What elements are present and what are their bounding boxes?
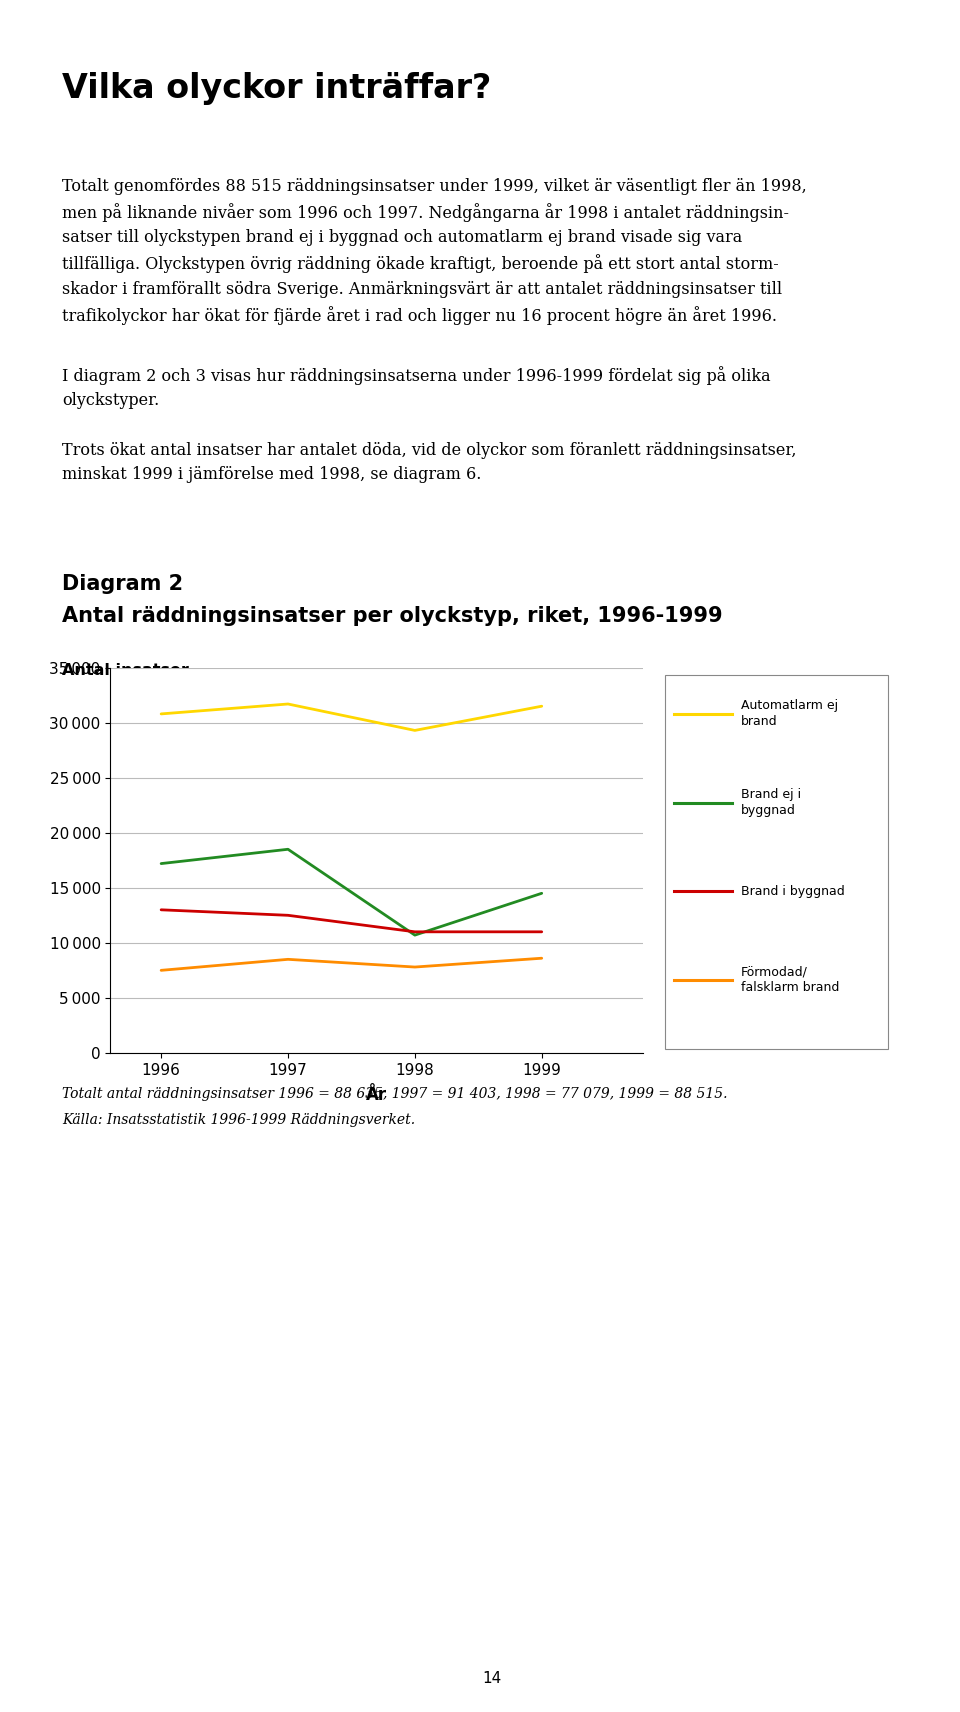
Text: Trots ökat antal insatser har antalet döda, vid de olyckor som föranlett räddnin: Trots ökat antal insatser har antalet dö…	[62, 442, 797, 483]
Text: Diagram 2: Diagram 2	[62, 574, 183, 594]
Text: Källa: Insatsstatistik 1996-1999 Räddningsverket.: Källa: Insatsstatistik 1996-1999 Räddnin…	[62, 1113, 416, 1126]
Text: Brand i byggnad: Brand i byggnad	[741, 885, 845, 897]
Text: Brand ej i
byggnad: Brand ej i byggnad	[741, 788, 801, 817]
Text: Förmodad/
falsklarm brand: Förmodad/ falsklarm brand	[741, 966, 839, 995]
Text: I diagram 2 och 3 visas hur räddningsinsatserna under 1996-1999 fördelat sig på : I diagram 2 och 3 visas hur räddningsins…	[62, 366, 771, 409]
Text: Vilka olyckor inträffar?: Vilka olyckor inträffar?	[62, 72, 492, 104]
Text: Automatlarm ej
brand: Automatlarm ej brand	[741, 700, 838, 728]
Text: Antal räddningsinsatser per olyckstyp, riket, 1996-1999: Antal räddningsinsatser per olyckstyp, r…	[62, 606, 723, 627]
Text: Totalt antal räddningsinsatser 1996 = 88 635, 1997 = 91 403, 1998 = 77 079, 1999: Totalt antal räddningsinsatser 1996 = 88…	[62, 1087, 728, 1101]
FancyBboxPatch shape	[664, 676, 888, 1049]
Text: Antal insatser: Antal insatser	[62, 663, 189, 678]
X-axis label: År: År	[366, 1085, 388, 1104]
Text: 14: 14	[482, 1671, 502, 1686]
Text: Totalt genomfördes 88 515 räddningsinsatser under 1999, vilket är väsentligt fle: Totalt genomfördes 88 515 räddningsinsat…	[62, 178, 807, 325]
